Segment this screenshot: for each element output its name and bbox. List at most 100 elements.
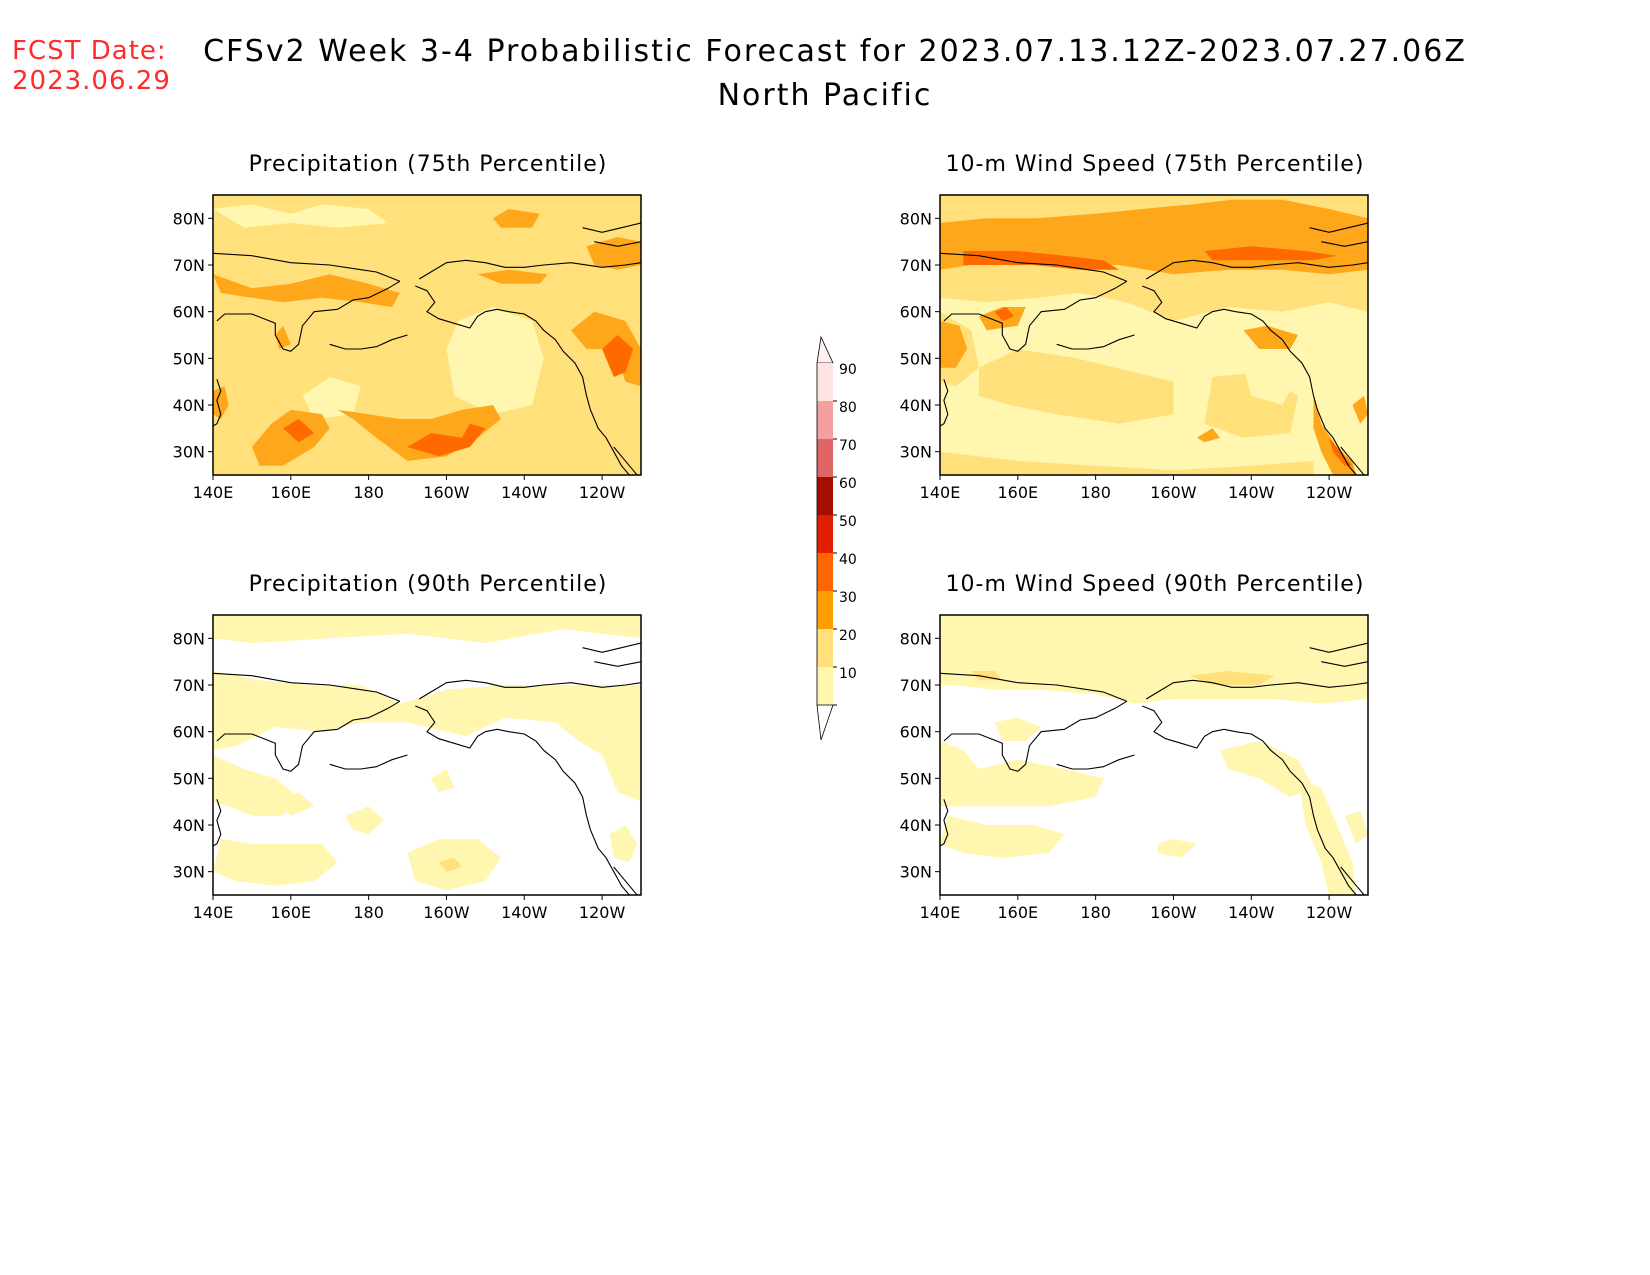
lon-label: 180 xyxy=(1080,903,1111,922)
coastline-4 xyxy=(329,754,408,770)
coastline-8 xyxy=(1321,661,1368,667)
coastline-7 xyxy=(1309,222,1368,233)
probability-contour-5 xyxy=(994,717,1042,741)
coastline-8 xyxy=(1321,241,1368,247)
plot-frame xyxy=(212,194,642,476)
colorbar-label: 90 xyxy=(839,362,857,378)
probability-contour-5 xyxy=(251,409,330,466)
probability-contour-2 xyxy=(213,755,299,816)
probability-contour-6 xyxy=(430,769,455,793)
coastline-6 xyxy=(1340,446,1365,475)
lon-label: 140E xyxy=(193,483,234,502)
colorbar-label: 10 xyxy=(839,666,857,682)
lon-label: 160W xyxy=(1150,483,1197,502)
lat-label: 80N xyxy=(173,209,205,228)
map-panel-precip75: 140E 160E 180 160W 140W 120W 80N 70N 60N 50N 40N 30… xyxy=(173,194,642,502)
colorbar-label: 70 xyxy=(839,438,857,454)
lat-label: 60N xyxy=(900,723,932,742)
lat-label: 40N xyxy=(900,396,932,415)
colorbar-swatch xyxy=(817,363,833,401)
colorbar-swatch xyxy=(817,553,833,591)
lat-label: 50N xyxy=(900,349,932,368)
plot-frame xyxy=(939,194,1369,476)
map-panel-wind90: 140E 160E 180 160W 140W 120W 80N 70N 60N 50N 40N 30… xyxy=(900,614,1369,922)
lat-label: 30N xyxy=(900,863,932,882)
colorbar-swatch xyxy=(817,401,833,439)
colorbar-label: 50 xyxy=(839,514,857,530)
lon-label: 160W xyxy=(423,903,470,922)
lat-label: 70N xyxy=(900,256,932,275)
probability-contour-4 xyxy=(1204,246,1337,261)
lat-label: 80N xyxy=(900,629,932,648)
shading-layer xyxy=(940,615,1368,895)
colorbar: 90 80 70 60 50 40 30 20 10 xyxy=(816,335,857,741)
colorbar-label: 80 xyxy=(839,400,857,416)
probability-contour-6 xyxy=(1220,741,1314,797)
shading-layer xyxy=(213,615,641,895)
fcst-date-value: 2023.06.29 xyxy=(12,66,171,96)
probability-contour-3 xyxy=(940,741,1104,807)
probability-contour-5 xyxy=(940,451,1314,475)
coastline-4 xyxy=(1056,334,1135,350)
coastline-1 xyxy=(943,700,1128,772)
coastline-5 xyxy=(940,379,949,438)
probability-contour-9 xyxy=(994,307,1014,321)
probability-contour-10 xyxy=(493,209,540,228)
shading-layer xyxy=(213,195,641,475)
probability-contour-10 xyxy=(978,349,1174,424)
colorbar-swatch xyxy=(817,477,833,515)
coastline-layer xyxy=(940,642,1368,895)
probability-contour-1 xyxy=(302,377,361,419)
coastline-1 xyxy=(216,700,401,772)
probability-contour-12 xyxy=(477,269,548,284)
coastline-6 xyxy=(1340,866,1365,895)
lon-label: 160W xyxy=(423,483,470,502)
coastline-7 xyxy=(1309,642,1368,653)
coastline-1 xyxy=(943,280,1128,352)
coastline-7 xyxy=(582,222,641,233)
probability-contour-9 xyxy=(602,335,634,377)
coastline-2 xyxy=(1142,285,1357,475)
probability-contour-0 xyxy=(213,615,641,643)
probability-contour-3 xyxy=(213,274,400,307)
lat-label: 50N xyxy=(173,349,205,368)
plot-frame xyxy=(212,614,642,896)
lat-label: 50N xyxy=(173,769,205,788)
colorbar-swatch xyxy=(817,667,833,705)
colorbar-swatch xyxy=(817,629,833,667)
coastline-6 xyxy=(613,866,638,895)
coastline-8 xyxy=(594,661,641,667)
colorbar-swatch xyxy=(817,439,833,477)
probability-contour-2 xyxy=(1189,671,1275,685)
lon-label: 160W xyxy=(1150,903,1197,922)
lat-label: 80N xyxy=(900,209,932,228)
probability-contour-3 xyxy=(213,839,338,886)
coastline-3 xyxy=(418,259,641,280)
map-panel-precip90: 140E 160E 180 160W 140W 120W 80N 70N 60N 50N 40N 30… xyxy=(173,614,642,922)
probability-contour-2 xyxy=(213,204,389,228)
probability-contour-7 xyxy=(407,423,486,457)
lon-label: 140W xyxy=(1228,903,1275,922)
probability-contour-8 xyxy=(275,792,315,816)
panel-title-wind75: 10-m Wind Speed (75th Percentile) xyxy=(945,152,1365,177)
colorbar-top-arrow xyxy=(816,335,834,364)
lon-label: 140W xyxy=(501,903,548,922)
coastline-3 xyxy=(1145,679,1368,700)
lon-label: 160E xyxy=(270,483,311,502)
lat-label: 60N xyxy=(173,723,205,742)
lat-label: 60N xyxy=(173,303,205,322)
lon-label: 120W xyxy=(1306,903,1353,922)
coastline-layer xyxy=(213,642,641,895)
lon-label: 140E xyxy=(920,903,961,922)
lat-label: 50N xyxy=(900,769,932,788)
fcst-date-label: FCST Date: xyxy=(12,36,167,66)
fcst-date-block: FCST Date: 2023.06.29 xyxy=(12,36,171,96)
coastline-layer xyxy=(213,222,641,475)
probability-contour-1 xyxy=(213,671,641,802)
colorbar-label: 20 xyxy=(839,628,857,644)
plot-frame xyxy=(939,614,1369,896)
lon-label: 140E xyxy=(920,483,961,502)
colorbar-bottom-arrow xyxy=(816,704,834,741)
coastline-4 xyxy=(1056,754,1135,770)
probability-contour-13 xyxy=(213,386,229,419)
